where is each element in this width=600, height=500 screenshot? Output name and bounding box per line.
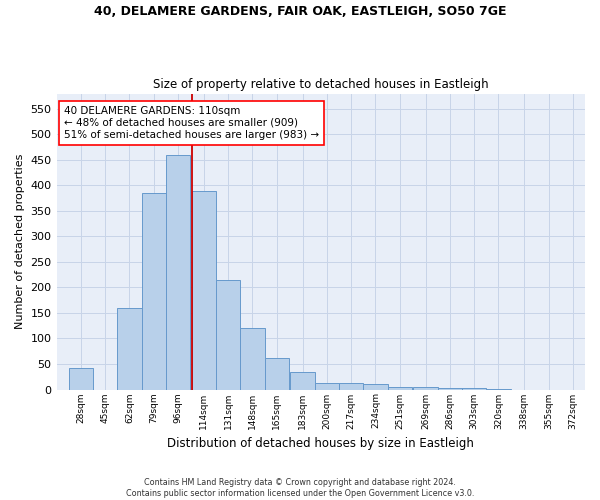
Bar [413,388,437,390]
Bar [314,383,339,390]
Bar [216,280,241,390]
Bar [166,155,190,390]
Y-axis label: Number of detached properties: Number of detached properties [15,154,25,329]
Bar [487,389,511,390]
Bar [437,388,462,390]
X-axis label: Distribution of detached houses by size in Eastleigh: Distribution of detached houses by size … [167,437,474,450]
Bar [339,383,364,390]
Bar [364,384,388,390]
Bar [290,372,314,390]
Bar [118,308,142,390]
Title: Size of property relative to detached houses in Eastleigh: Size of property relative to detached ho… [153,78,488,91]
Bar [388,387,412,390]
Bar [68,368,93,390]
Text: 40, DELAMERE GARDENS, FAIR OAK, EASTLEIGH, SO50 7GE: 40, DELAMERE GARDENS, FAIR OAK, EASTLEIG… [94,5,506,18]
Text: Contains HM Land Registry data © Crown copyright and database right 2024.
Contai: Contains HM Land Registry data © Crown c… [126,478,474,498]
Bar [241,328,265,390]
Bar [265,358,289,390]
Bar [142,193,166,390]
Bar [191,190,216,390]
Text: 40 DELAMERE GARDENS: 110sqm
← 48% of detached houses are smaller (909)
51% of se: 40 DELAMERE GARDENS: 110sqm ← 48% of det… [64,106,319,140]
Bar [462,388,487,390]
